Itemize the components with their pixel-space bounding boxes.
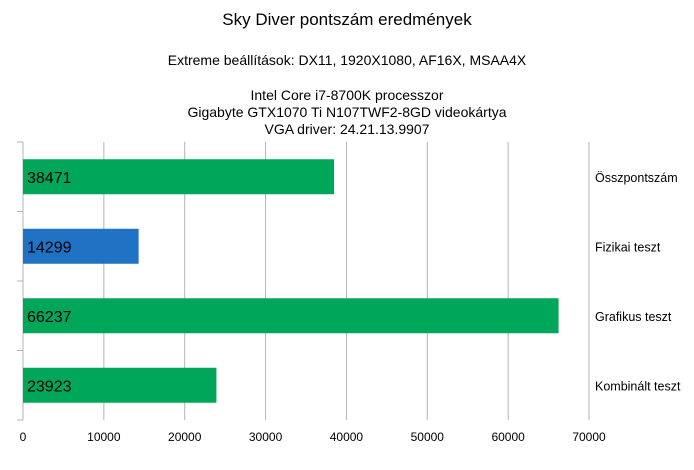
chart-title: Sky Diver pontszám eredmények	[222, 10, 472, 29]
x-tick-label: 50000	[411, 430, 445, 444]
bar-value-label: 38471	[27, 170, 72, 187]
category-label: Grafikus teszt	[595, 310, 672, 324]
bar	[23, 159, 335, 195]
x-tick-label: 60000	[491, 430, 525, 444]
x-tick-label: 10000	[87, 430, 121, 444]
chart-info-cpu: Intel Core i7-8700K processzor	[250, 87, 444, 103]
x-tick-label: 20000	[168, 430, 202, 444]
bar-value-label: 23923	[27, 378, 72, 395]
chart-info-driver: VGA driver: 24.21.13.9907	[264, 121, 430, 137]
x-tick-label: 70000	[572, 430, 606, 444]
chart-info-gpu: Gigabyte GTX1070 Ti N107TWF2-8GD videoká…	[187, 104, 507, 120]
category-label: Összpontszám	[595, 171, 678, 185]
x-tick-label: 30000	[249, 430, 283, 444]
bar-value-label: 66237	[27, 309, 72, 326]
x-tick-label: 40000	[330, 430, 364, 444]
bar	[23, 228, 139, 264]
category-label: Fizikai teszt	[595, 240, 661, 254]
bar	[23, 367, 217, 403]
category-label: Kombinált teszt	[595, 379, 681, 393]
bar	[23, 298, 559, 334]
chart-subtitle: Extreme beállítások: DX11, 1920X1080, AF…	[167, 52, 527, 68]
bar-value-label: 14299	[27, 239, 72, 256]
x-tick-label: 0	[20, 430, 27, 444]
